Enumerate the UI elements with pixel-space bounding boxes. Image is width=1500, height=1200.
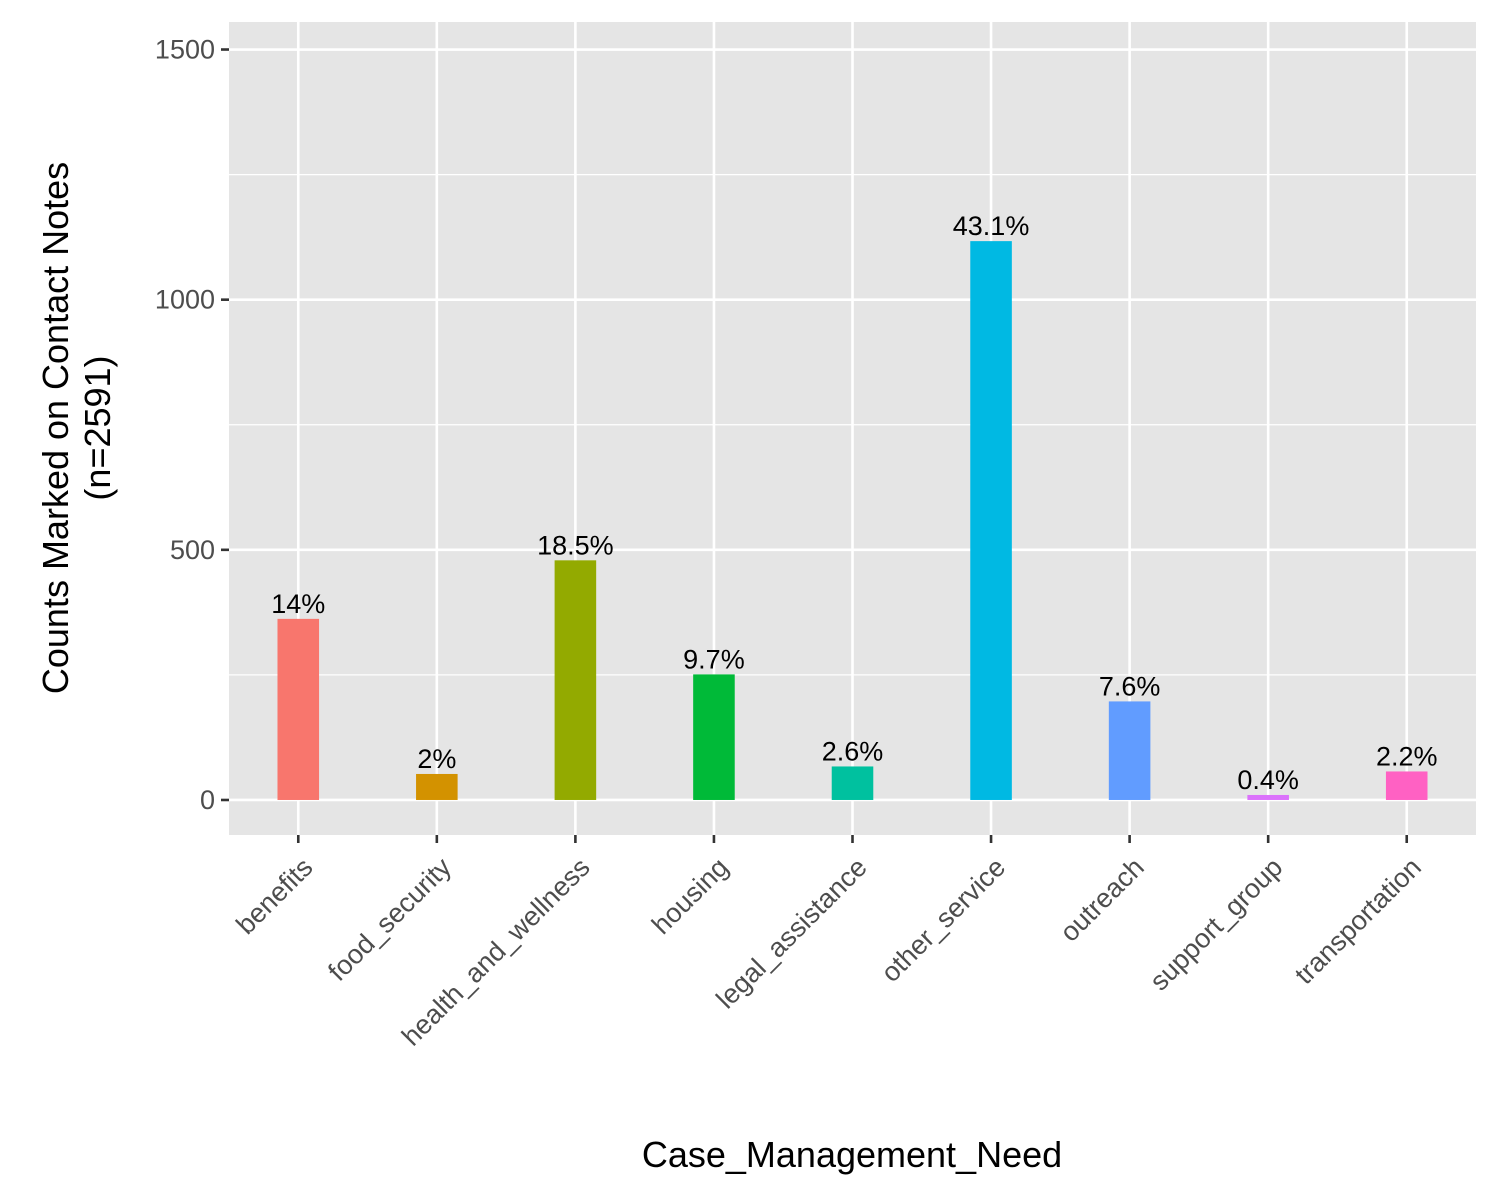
bar-benefits	[277, 618, 320, 800]
bar-label-outreach: 7.6%	[1099, 671, 1161, 701]
y-tick-label: 0	[200, 785, 215, 815]
x-tick-label-transportation: transportation	[1289, 852, 1427, 990]
x-tick-label-food_security: food_security	[322, 852, 457, 987]
x-axis-title: Case_Management_Need	[642, 1134, 1062, 1175]
x-tick-label-housing: housing	[646, 852, 734, 940]
y-tick-label: 1000	[155, 285, 215, 315]
bar-label-legal_assistance: 2.6%	[822, 736, 884, 766]
y-axis-title-line-1: Counts Marked on Contact Notes	[35, 162, 76, 694]
bar-label-food_security: 2%	[417, 744, 456, 774]
x-tick-label-other_service: other_service	[875, 852, 1011, 988]
bar-label-other_service: 43.1%	[953, 211, 1030, 241]
bar-food_security	[416, 773, 458, 800]
bars	[277, 241, 1428, 800]
bar-health_and_wellness	[554, 560, 597, 800]
bar-label-transportation: 2.2%	[1376, 741, 1438, 771]
y-axis-title-line-2: (n=2591)	[77, 355, 118, 500]
bar-label-health_and_wellness: 18.5%	[537, 530, 614, 560]
x-tick-label-legal_assistance: legal_assistance	[710, 852, 872, 1014]
bar-support_group	[1247, 794, 1289, 800]
bar-label-housing: 9.7%	[683, 644, 745, 674]
bar-other_service	[970, 241, 1012, 800]
x-tick-label-outreach: outreach	[1054, 852, 1150, 948]
bar-labels: 14% 2% 18.5% 9.7% 2.6% 43.1% 7.6% 0.4% 2.2%	[271, 211, 1437, 795]
y-tick-label: 1500	[155, 35, 215, 65]
bar-label-benefits: 14%	[271, 589, 325, 619]
bar-outreach	[1108, 701, 1151, 800]
y-axis-title: Counts Marked on Contact Notes (n=2591)	[35, 162, 118, 694]
y-tick-label: 500	[170, 535, 215, 565]
bar-transportation	[1385, 771, 1428, 800]
x-tick-label-support_group: support_group	[1144, 852, 1288, 996]
bar-label-support_group: 0.4%	[1237, 765, 1299, 795]
bar-legal_assistance	[831, 766, 874, 800]
x-tick-label-benefits: benefits	[230, 852, 318, 940]
bar-housing	[693, 674, 735, 800]
